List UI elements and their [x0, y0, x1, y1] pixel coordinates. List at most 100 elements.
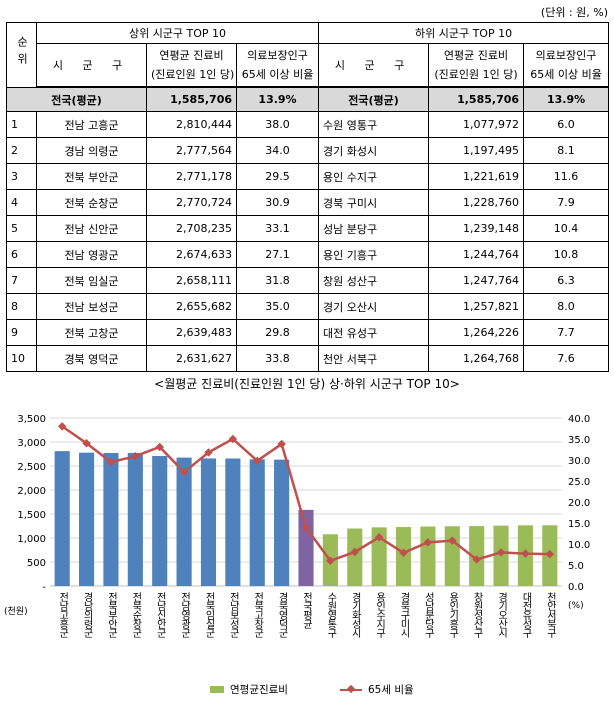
y-left-tick-label: 2,000 — [17, 486, 46, 497]
ratio-point — [496, 548, 506, 557]
upper-ratio-cell: 27.1 — [235, 241, 320, 268]
lower-cost-cell: 1,239,148 — [428, 215, 525, 242]
x-tick-label: 전남보성군 — [227, 592, 239, 638]
table-row: 2 경남 의령군 2,777,564 34.0 경기 화성시 1,197,495 8.1 — [6, 137, 610, 164]
lower-cost-cell: 1,244,764 — [428, 241, 525, 268]
lower-ratio-cell: 11.6 — [523, 163, 610, 190]
table-row: 1 전남 고흥군 2,810,444 38.0 수원 영통구 1,077,972 6.0 — [6, 111, 610, 138]
x-tick-label: 창원성산구 — [471, 592, 483, 639]
legend-line-label: 65세 비율 — [367, 684, 414, 696]
lower-ratio-cell: 7.7 — [523, 319, 610, 346]
upper-region-cell: 경북 영덕군 — [36, 345, 147, 372]
cost-ratio-chart: - 500 1,000 1,500 2,000 2,500 3,000 3,500 0.0 5.0… — [4, 414, 590, 639]
x-tick-label: 성남분당구 — [422, 592, 434, 639]
lower-cost-cell: 1,077,972 — [428, 111, 525, 138]
table-row: 9 전북 고창군 2,639,483 29.8 대전 유성구 1,264,226 7.7 — [6, 319, 610, 346]
upper-title: 상위 시군구 TOP 10 — [35, 22, 320, 44]
ratio-point — [326, 556, 335, 566]
lower-region-cell: 용인 기흥구 — [318, 241, 430, 268]
ratio-point — [228, 434, 238, 444]
bar — [54, 451, 70, 586]
upper-ratio-cell: 33.8 — [235, 345, 320, 372]
x-tick-label: 경북구미시 — [398, 591, 410, 638]
bar — [200, 458, 217, 586]
y-right-tick-label: 15.0 — [568, 519, 590, 530]
unit-note: (단위 : 원, %) — [540, 6, 608, 19]
rank-cell: 10 — [6, 345, 37, 372]
lower-region-cell: 수원 영통구 — [318, 111, 430, 138]
rank-cell: 6 — [6, 241, 37, 268]
lower-ratio-cell: 6.3 — [523, 267, 610, 294]
upper-cost-header: 연평균 진료비 (진료인원 1인 당) — [146, 43, 237, 88]
upper-ratio-cell: 38.0 — [235, 111, 320, 138]
y-right-tick-label: 10.0 — [568, 540, 590, 551]
y-right-tick-label: 25.0 — [568, 477, 590, 488]
bar — [152, 456, 168, 586]
bar — [79, 452, 95, 586]
y-right-tick-label: 40.0 — [568, 414, 590, 425]
upper-region-header: 시 군 구 — [36, 43, 147, 88]
national-average-row: 전국(평균) 1,585,706 13.9% 전국(평균) 1,585,706 … — [6, 86, 610, 112]
rank-header: 순위 — [6, 22, 37, 88]
lower-ratio-cell: 10.4 — [523, 215, 610, 242]
legend-line-swatch — [339, 684, 362, 693]
upper-cost-cell: 2,639,483 — [146, 319, 237, 346]
lower-region-cell: 경기 화성시 — [318, 137, 430, 164]
lower-ratio-cell: 7.9 — [523, 189, 610, 216]
x-tick-label: 경기오산시 — [496, 591, 508, 638]
x-tick-label: 전남영광군 — [179, 592, 191, 638]
lower-ratio-cell: 6.0 — [523, 111, 610, 138]
lower-cost-cell: 1,228,760 — [428, 189, 525, 216]
y-left-tick-label: 1,500 — [17, 510, 46, 521]
ratio-point — [399, 548, 408, 558]
upper-ratio-cell: 30.9 — [235, 189, 320, 216]
x-tick-label: 용인기흥구 — [447, 592, 459, 639]
lower-region-cell: 창원 성산구 — [318, 267, 430, 294]
y-left-tick-label: 3,500 — [17, 414, 46, 425]
lower-cost-cell: 1,257,821 — [428, 293, 525, 320]
ratio-point — [350, 547, 360, 557]
upper-region-cell: 전북 고창군 — [36, 319, 147, 346]
y-right-tick-label: 0.0 — [568, 582, 584, 593]
upper-cost-cell: 2,708,235 — [146, 215, 237, 242]
upper-region-cell: 전남 신안군 — [36, 215, 147, 242]
avg-ratio-lower: 13.9% — [523, 86, 610, 112]
legend-bar-swatch — [210, 686, 224, 693]
bar — [274, 459, 290, 586]
avg-label-lower: 전국(평균) — [318, 86, 430, 112]
lower-region-cell: 성남 분당구 — [318, 215, 430, 242]
rank-cell: 9 — [6, 319, 37, 346]
rank-cell: 2 — [6, 137, 37, 164]
lower-ratio-cell: 8.1 — [523, 137, 610, 164]
table-row: 10 경북 영덕군 2,631,627 33.8 천안 서북구 1,264,768 7.6 — [6, 345, 610, 372]
upper-cost-cell: 2,631,627 — [146, 345, 237, 372]
lower-cost-cell: 1,247,764 — [428, 267, 525, 294]
lower-ratio-cell: 10.8 — [523, 241, 610, 268]
avg-cost: 1,585,706 — [146, 86, 237, 112]
upper-region-cell: 전북 부안군 — [36, 163, 147, 190]
x-tick-label: 경북영덕군 — [276, 591, 288, 638]
ratio-point — [448, 536, 457, 545]
y-left-tick-label: 1,000 — [17, 534, 46, 545]
chart-legend: 연평균진료비 65세 비율 — [210, 682, 414, 697]
upper-region-cell: 전남 영광군 — [36, 241, 147, 268]
upper-region-cell: 전남 고흥군 — [36, 111, 147, 138]
avg-ratio: 13.9% — [235, 86, 320, 112]
table-row: 5 전남 신안군 2,708,235 33.1 성남 분당구 1,239,148 10.4 — [6, 215, 610, 242]
rank-cell: 7 — [6, 267, 37, 294]
x-tick-label: 전북순창군 — [130, 592, 142, 638]
bar — [176, 457, 192, 586]
lower-cost-cell: 1,264,768 — [428, 345, 525, 372]
upper-ratio-cell: 35.0 — [235, 293, 320, 320]
ratio-point — [423, 538, 433, 547]
upper-cost-cell: 2,810,444 — [146, 111, 237, 138]
lower-cost-cell: 1,264,226 — [428, 319, 525, 346]
upper-cost-cell: 2,770,724 — [146, 189, 237, 216]
upper-cost-cell: 2,777,564 — [146, 137, 237, 164]
y-right-tick-label: 5.0 — [568, 561, 584, 572]
y-right-unit-label: (%) — [568, 601, 584, 611]
upper-cost-cell: 2,658,111 — [146, 267, 237, 294]
y-left-tick-label: 500 — [27, 558, 46, 569]
table-row: 6 전남 영광군 2,674,633 27.1 용인 기흥구 1,244,764 10.8 — [6, 241, 610, 268]
upper-region-cell: 전북 임실군 — [36, 267, 147, 294]
